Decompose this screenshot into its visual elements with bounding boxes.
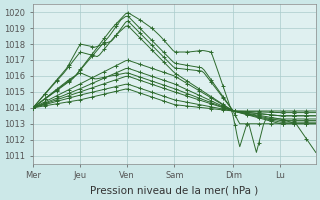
X-axis label: Pression niveau de la mer( hPa ): Pression niveau de la mer( hPa ) (90, 186, 259, 196)
